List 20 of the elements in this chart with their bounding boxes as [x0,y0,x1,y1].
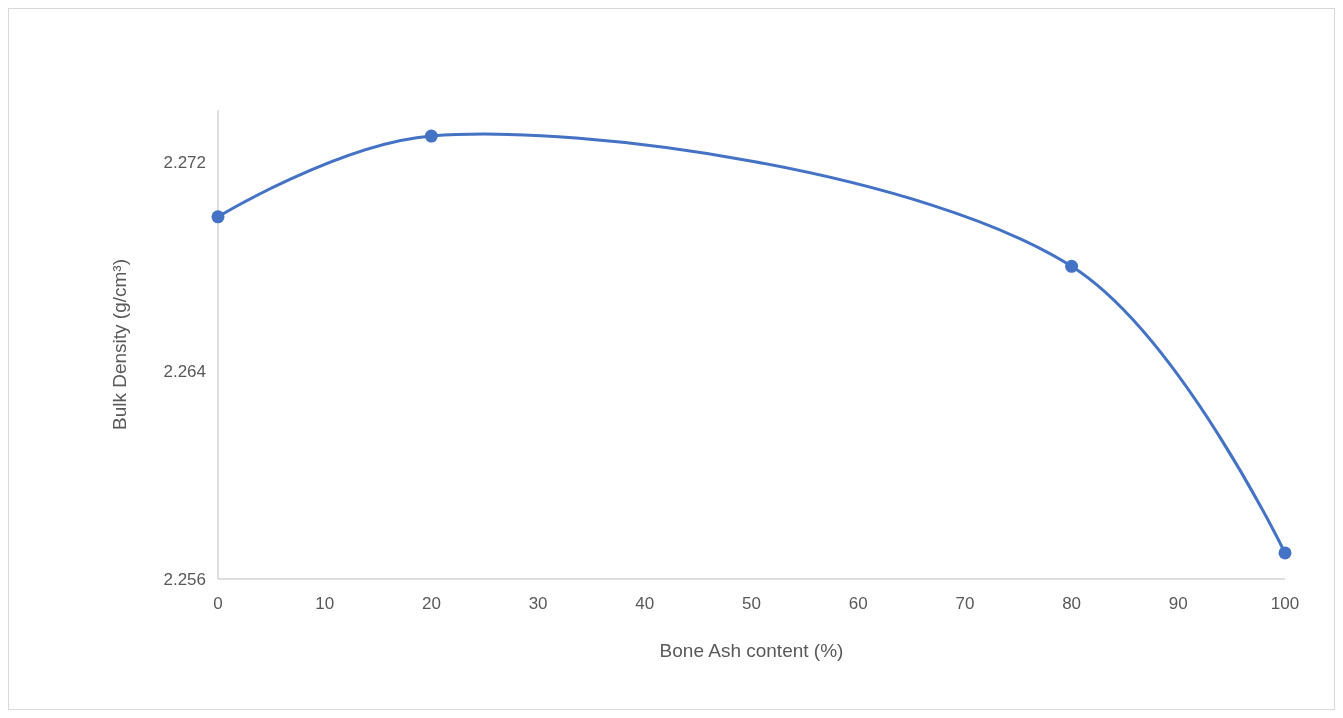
point [424,129,438,143]
x-tick-label: 100 [1270,594,1300,613]
x-tick-label: 40 [635,594,655,613]
x-tick-label: 20 [421,594,441,613]
x-tick-label: 30 [528,594,548,613]
y-tick-label: 2.272 [163,153,206,173]
point [1065,259,1079,273]
point [1278,546,1292,560]
x-axis-title: Bone Ash content (%) [659,640,844,661]
y-tick-label: 2.256 [163,569,206,589]
x-tick-label: 10 [315,594,335,613]
x-tick-label: 90 [1168,594,1188,613]
x-tick-label: 60 [848,594,868,613]
x-tick-label: 50 [742,594,761,613]
x-tick-label: 80 [1062,594,1082,613]
y-tick-label: 2.264 [163,361,206,381]
x-tick-label: 70 [955,594,975,613]
point [211,210,225,224]
y-axis-title: Bulk Density (g/cm³) [109,258,130,431]
x-tick-label: 0 [213,594,223,613]
